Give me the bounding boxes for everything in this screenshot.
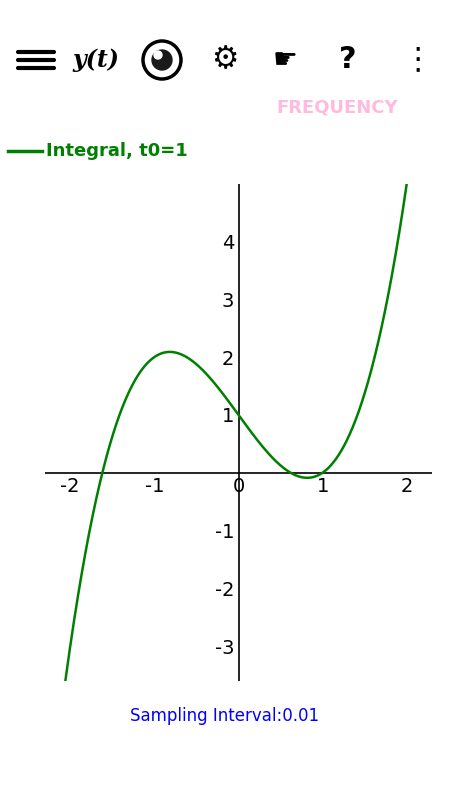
Text: FREQUENCY: FREQUENCY	[277, 98, 398, 116]
Text: □: □	[325, 754, 351, 782]
Text: 42%: 42%	[313, 11, 338, 21]
Text: 10:10: 10:10	[401, 10, 441, 22]
Text: Integral, t0=1: Integral, t0=1	[46, 142, 188, 159]
Text: Sampling Interval:0.01: Sampling Interval:0.01	[130, 707, 320, 725]
Text: ○: ○	[213, 754, 237, 782]
Circle shape	[152, 50, 172, 70]
Text: y(t): y(t)	[72, 48, 119, 72]
Circle shape	[142, 40, 182, 80]
Text: ⚙: ⚙	[212, 46, 239, 74]
Text: ◁: ◁	[101, 754, 123, 782]
Text: ☛: ☛	[273, 46, 297, 74]
Text: T: T	[105, 98, 120, 118]
Text: ?: ?	[339, 46, 357, 74]
Text: ⋮: ⋮	[403, 46, 433, 74]
Circle shape	[154, 51, 162, 59]
